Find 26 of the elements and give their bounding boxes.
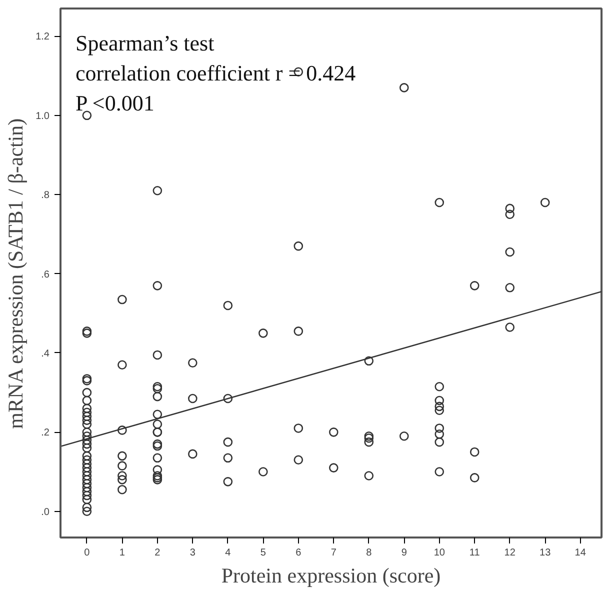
x-tick-label: 1 [119,548,126,558]
y-tick-label: .2 [41,428,50,439]
x-tick-label: 4 [225,548,232,558]
x-tick-label: 11 [469,548,480,558]
x-tick-label: 3 [190,548,196,558]
y-tick-label: 1.0 [36,110,50,122]
x-tick-label: 12 [504,548,516,558]
x-tick-label: 13 [540,548,552,558]
x-axis-title: Protein expression (score) [221,564,441,588]
x-tick-label: 8 [366,548,372,558]
y-axis-title: mRNA expression (SATB1 / β-actin) [4,118,28,429]
x-tick-label: 9 [401,548,408,558]
annotation: P <0.001 [76,90,154,116]
x-tick-label: 14 [574,548,586,558]
x-tick-label: 6 [296,548,302,558]
x-tick-label: 10 [434,548,446,558]
y-tick-label: .8 [41,190,50,202]
y-tick-label: .0 [41,506,50,518]
x-tick-label: 7 [330,548,337,558]
annotation: Spearman’s test [76,30,214,56]
y-tick-label: 1.2 [36,32,50,43]
y-tick-label: .4 [41,348,50,360]
x-tick-label: 2 [154,548,161,558]
x-tick-label: 5 [260,548,266,558]
y-tick-label: .6 [41,269,50,280]
x-tick-label: 0 [84,548,90,558]
